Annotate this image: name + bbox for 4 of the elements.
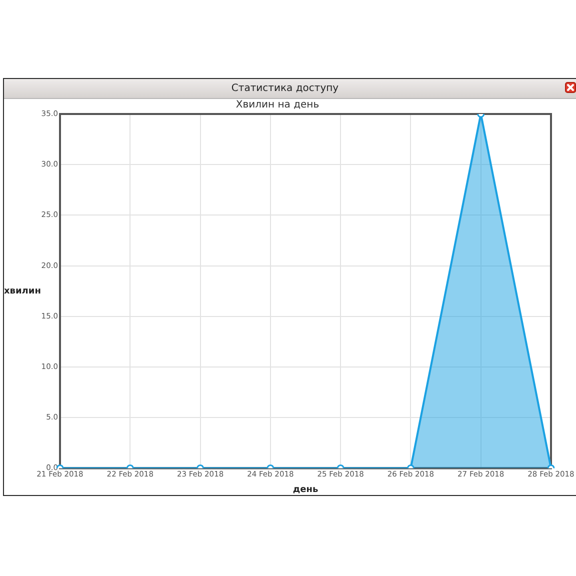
y-axis-title: хвилин — [4, 286, 41, 296]
chart-subtitle: Хвилин на день — [236, 100, 320, 111]
chart-title: Статистика доступу — [230, 82, 340, 95]
x-axis-title: день — [292, 484, 318, 495]
